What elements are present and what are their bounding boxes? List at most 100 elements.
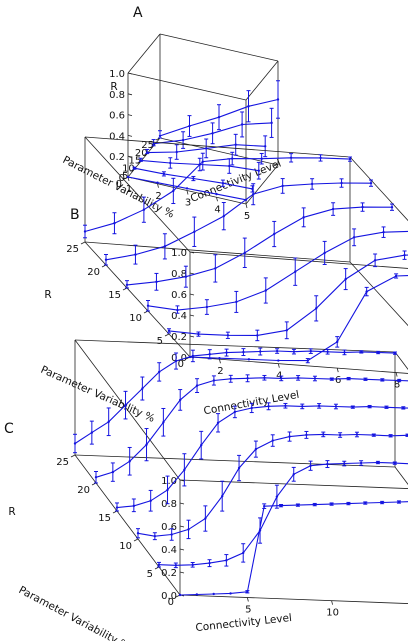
data-point	[90, 431, 94, 434]
series-line	[147, 230, 408, 311]
data-point	[231, 157, 234, 160]
data-point	[264, 145, 267, 148]
z-tick-label: 0.6	[161, 522, 177, 533]
data-point	[305, 433, 308, 437]
data-point	[113, 222, 116, 225]
x-tick-mark	[157, 183, 159, 188]
series-line	[179, 501, 408, 596]
data-point	[336, 340, 339, 344]
y-tick-label: 5	[147, 569, 153, 580]
z-tick-label: 0	[119, 173, 125, 184]
data-point	[195, 384, 199, 387]
frame-edge	[349, 156, 408, 222]
data-point	[163, 245, 167, 248]
data-point	[211, 132, 214, 135]
y-tick-label: 10	[129, 313, 142, 324]
data-point	[330, 377, 333, 381]
y-tick-mark	[80, 241, 86, 245]
z-tick-label: 0.4	[171, 311, 187, 322]
z-tick-mark	[179, 571, 185, 574]
y-tick-label: 15	[108, 290, 121, 301]
data-point	[169, 161, 172, 165]
data-point	[73, 442, 77, 445]
data-point	[270, 121, 273, 125]
z-tick-label: 0.8	[109, 90, 125, 101]
x-tick-label: 2	[155, 191, 161, 202]
y-tick-label: 25	[66, 244, 79, 255]
x-tick-mark	[245, 203, 248, 209]
data-point	[225, 559, 228, 562]
data-point	[326, 462, 329, 466]
data-point	[334, 405, 338, 408]
series-line	[137, 433, 408, 537]
data-point	[185, 187, 189, 190]
data-point	[156, 181, 159, 184]
data-point	[351, 405, 354, 409]
data-point	[365, 290, 368, 293]
data-point	[152, 142, 155, 145]
data-point	[217, 115, 221, 119]
data-point	[397, 379, 401, 382]
data-point	[126, 175, 130, 179]
frame-edge	[189, 251, 408, 269]
z-tick-mark	[127, 93, 133, 96]
series-line	[95, 377, 408, 478]
data-point	[257, 169, 260, 172]
data-point	[166, 488, 169, 492]
data-point	[139, 159, 142, 162]
data-point	[385, 406, 388, 409]
data-point	[221, 494, 224, 498]
data-point	[263, 376, 266, 379]
series-variability-0	[178, 500, 408, 597]
data-point	[323, 251, 326, 255]
data-point	[361, 205, 364, 209]
data-point	[280, 377, 283, 380]
series-variability-20	[104, 178, 373, 266]
data-point	[226, 334, 230, 337]
frame-edge	[74, 339, 181, 481]
data-point	[281, 184, 284, 188]
data-point	[111, 470, 115, 474]
z-axis-label: R	[44, 289, 51, 301]
z-tick-label: 0.6	[109, 111, 125, 122]
data-point	[134, 253, 137, 256]
data-point	[247, 105, 250, 108]
data-point	[292, 350, 296, 353]
data-point	[172, 189, 175, 193]
series-variability-5	[157, 460, 408, 569]
data-point	[246, 590, 249, 593]
y-tick-label: 10	[119, 541, 132, 552]
data-point	[195, 593, 199, 596]
x-tick-label: 6	[335, 375, 341, 386]
y-tick-label: 20	[77, 485, 90, 496]
data-point	[372, 433, 375, 437]
data-point	[212, 592, 215, 596]
data-point	[176, 308, 179, 312]
data-point	[233, 410, 237, 414]
data-point	[317, 404, 321, 408]
data-point	[267, 405, 270, 408]
data-point	[284, 404, 287, 407]
x-tick-mark	[219, 359, 221, 364]
data-point	[181, 138, 185, 142]
y-tick-label: 15	[128, 156, 141, 167]
data-point	[276, 98, 280, 101]
data-point	[294, 270, 297, 273]
data-point	[221, 182, 225, 185]
data-point	[326, 350, 329, 353]
data-point	[205, 147, 208, 150]
data-point	[162, 172, 166, 176]
data-point	[94, 476, 98, 479]
data-point	[389, 434, 392, 437]
data-point	[218, 356, 221, 360]
data-point	[263, 504, 266, 508]
data-point	[352, 236, 356, 239]
data-point	[184, 275, 188, 278]
y-tick-label: 25	[56, 457, 69, 468]
z-tick-label: 0.4	[109, 131, 125, 142]
y-axis-label: Parameter Variability %	[39, 364, 157, 425]
data-point	[393, 461, 396, 465]
frame-edge	[179, 479, 408, 489]
data-point	[315, 307, 318, 310]
series-variability-5	[167, 250, 408, 342]
